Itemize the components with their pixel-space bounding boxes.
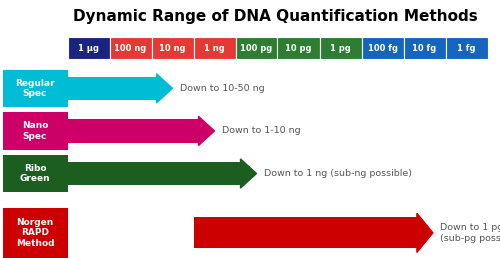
- Bar: [194, 217, 417, 248]
- Text: Regular
Spec: Regular Spec: [15, 79, 55, 98]
- Polygon shape: [156, 74, 172, 103]
- Bar: [278, 37, 320, 59]
- Text: Dynamic Range of DNA Quantification Methods: Dynamic Range of DNA Quantification Meth…: [72, 9, 477, 24]
- Polygon shape: [417, 213, 433, 253]
- Bar: [2, 208, 68, 258]
- Bar: [236, 37, 278, 59]
- Text: Ribo
Green: Ribo Green: [20, 164, 50, 183]
- Text: Down to 1-10 ng: Down to 1-10 ng: [222, 126, 300, 135]
- Text: 1 pg: 1 pg: [330, 44, 351, 53]
- Bar: [152, 37, 194, 59]
- Text: Norgen
RAPD
Method: Norgen RAPD Method: [16, 218, 54, 248]
- Bar: [320, 37, 362, 59]
- Bar: [446, 37, 488, 59]
- Text: 1 ng: 1 ng: [204, 44, 225, 53]
- Text: 1 fg: 1 fg: [457, 44, 476, 53]
- Bar: [68, 37, 110, 59]
- Bar: [68, 77, 156, 100]
- Text: Down to 1 ng (sub-ng possible): Down to 1 ng (sub-ng possible): [264, 169, 412, 178]
- Bar: [110, 37, 152, 59]
- Polygon shape: [240, 159, 256, 188]
- Bar: [362, 37, 404, 59]
- Text: 10 fg: 10 fg: [412, 44, 436, 53]
- Text: 100 pg: 100 pg: [240, 44, 272, 53]
- Text: Nano
Spec: Nano Spec: [22, 121, 48, 141]
- Bar: [2, 112, 68, 150]
- Text: 10 ng: 10 ng: [160, 44, 186, 53]
- Text: 10 pg: 10 pg: [285, 44, 312, 53]
- Text: 100 ng: 100 ng: [114, 44, 146, 53]
- Bar: [68, 162, 240, 185]
- Polygon shape: [198, 116, 214, 146]
- Text: Down to 1 pg
(sub-pg possible): Down to 1 pg (sub-pg possible): [440, 223, 500, 243]
- Bar: [2, 70, 68, 107]
- Bar: [194, 37, 235, 59]
- Bar: [2, 155, 68, 192]
- Text: 1 μg: 1 μg: [78, 44, 99, 53]
- Text: Down to 10-50 ng: Down to 10-50 ng: [180, 84, 264, 93]
- Bar: [68, 119, 198, 142]
- Bar: [404, 37, 446, 59]
- Text: 100 fg: 100 fg: [368, 44, 398, 53]
